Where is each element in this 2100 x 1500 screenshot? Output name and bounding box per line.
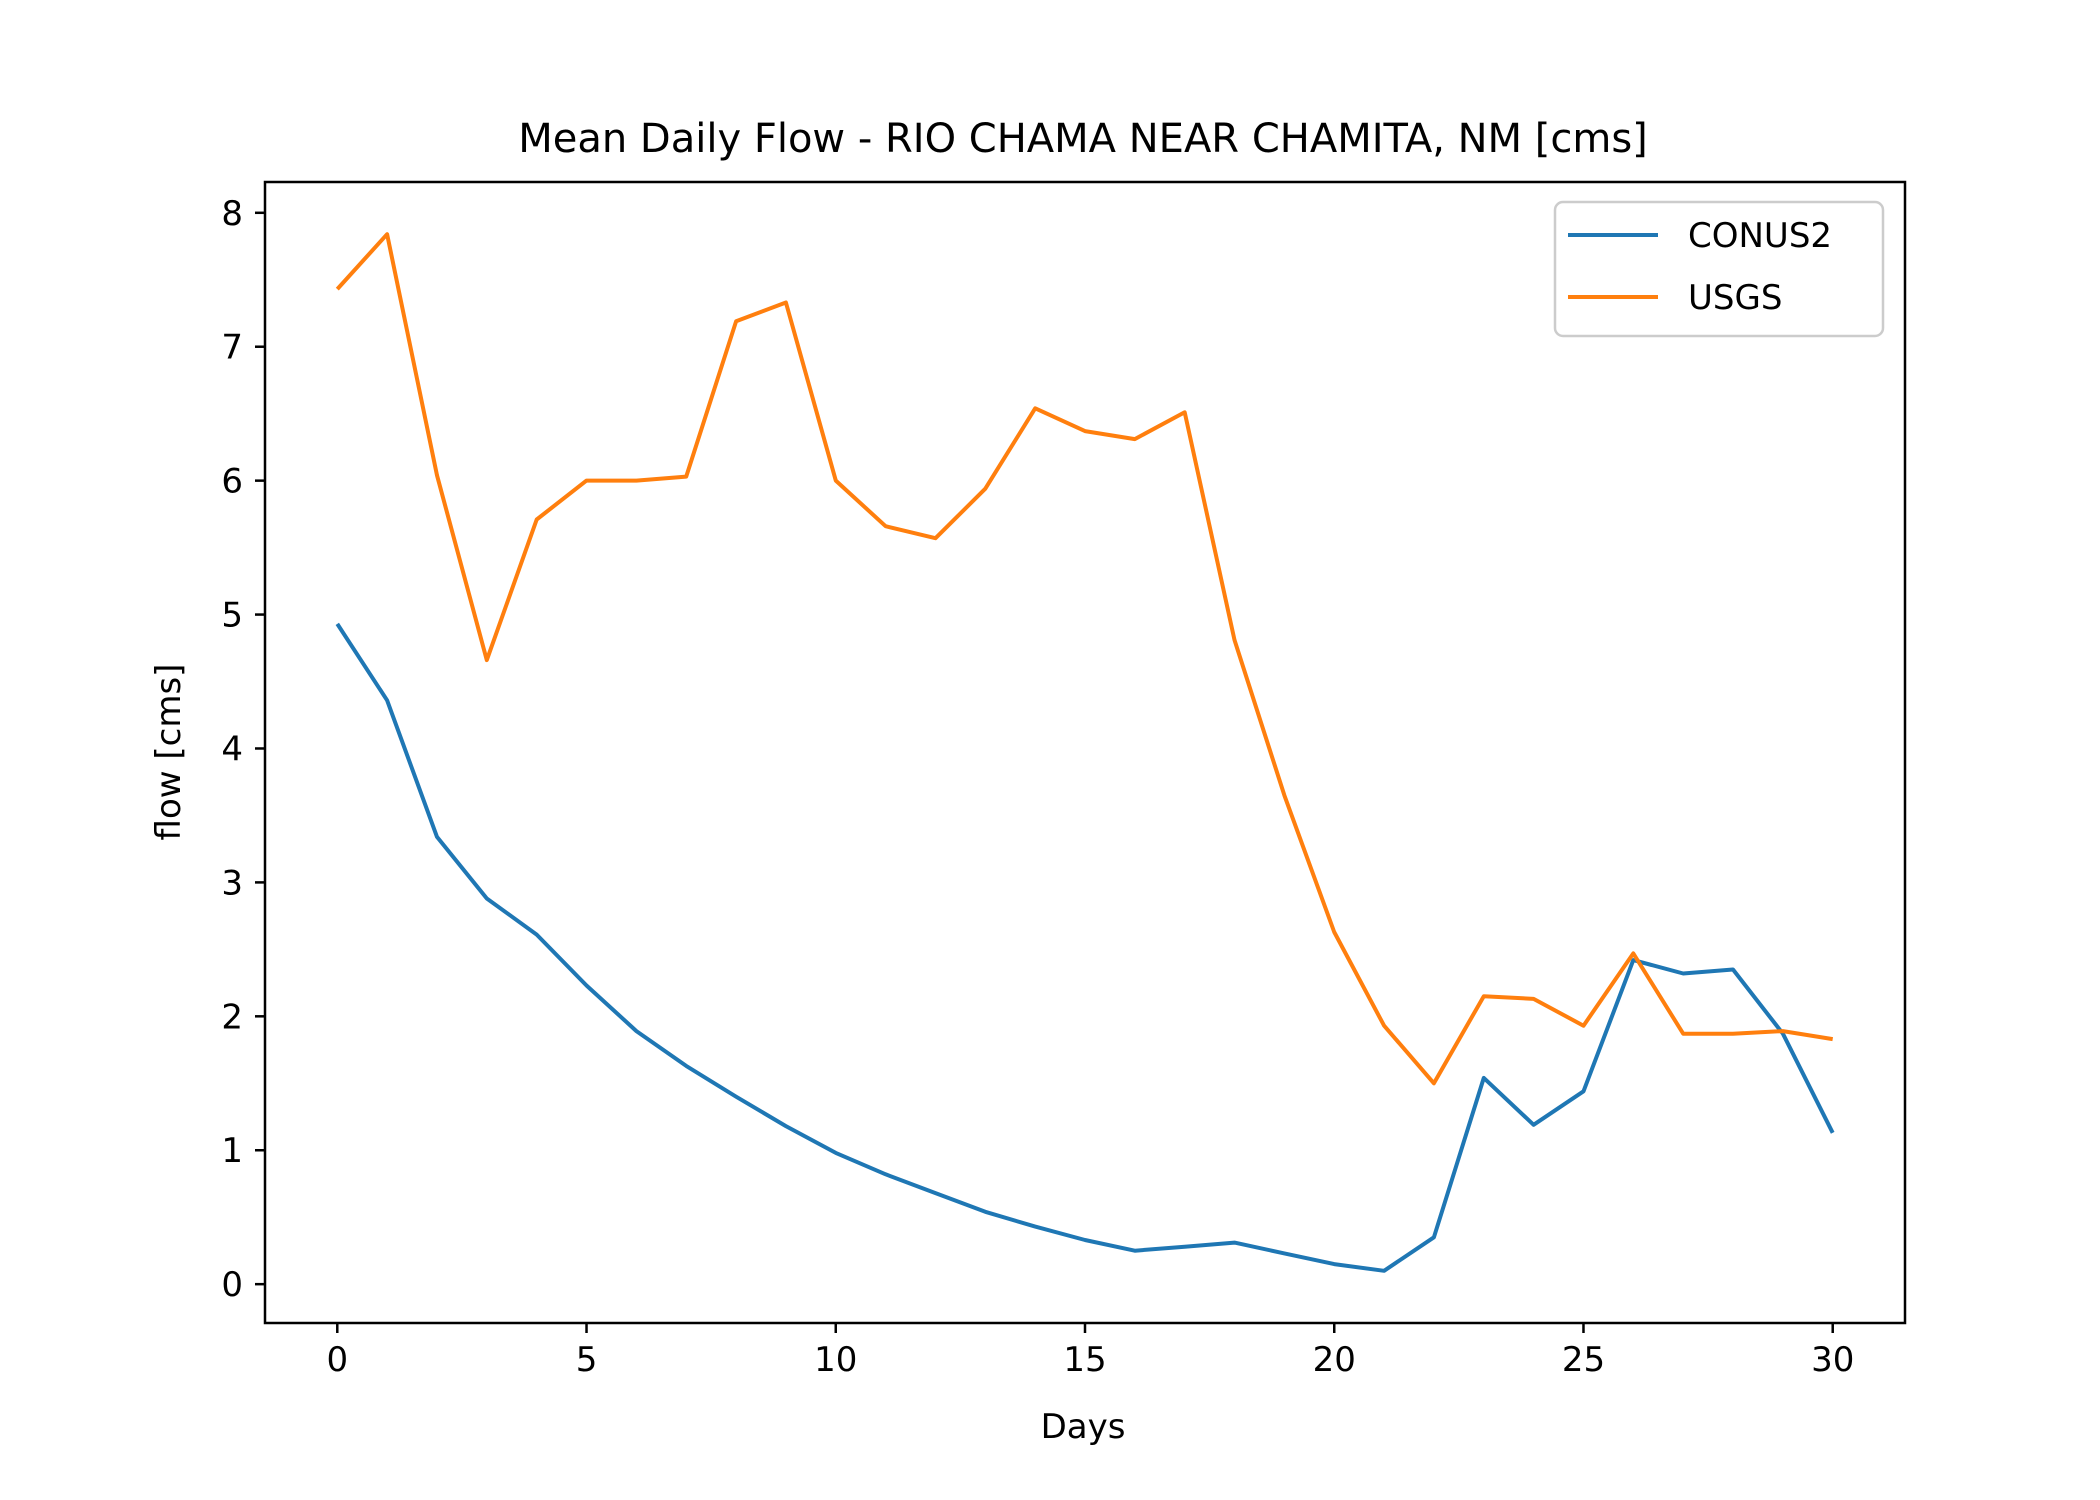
x-tick-label: 10	[814, 1340, 857, 1380]
x-axis: 0 5 10 15 20 25 30	[326, 1323, 1854, 1380]
y-tick-label: 1	[221, 1131, 243, 1171]
plot-frame	[263, 180, 1907, 1325]
x-tick-label: 5	[576, 1340, 598, 1380]
y-tick-label: 4	[221, 729, 243, 769]
plot-lines	[335, 232, 1835, 1273]
x-tick-label: 15	[1063, 1340, 1106, 1380]
y-tick-label: 7	[221, 328, 243, 368]
x-tick-label: 20	[1313, 1340, 1356, 1380]
y-tick-label: 6	[221, 462, 243, 502]
legend-label-usgs: USGS	[1688, 278, 1782, 318]
x-tick-label: 30	[1811, 1340, 1854, 1380]
y-tick-label: 2	[221, 997, 243, 1037]
y-tick-label: 8	[221, 194, 243, 234]
x-tick-label: 25	[1562, 1340, 1605, 1380]
series-line-usgs	[335, 232, 1834, 1086]
y-axis: 0 1 2 3 4 5 6 7 8	[221, 194, 265, 1305]
x-axis-label: Days	[1041, 1407, 1126, 1447]
legend-label-conus2: CONUS2	[1688, 216, 1832, 256]
y-tick-label: 3	[221, 863, 243, 903]
x-tick-label: 0	[326, 1340, 348, 1380]
y-tick-label: 0	[221, 1265, 243, 1305]
y-tick-label: 5	[221, 596, 243, 636]
y-axis-label: flow [cms]	[149, 664, 189, 841]
chart-title: Mean Daily Flow - RIO CHAMA NEAR CHAMITA…	[518, 116, 1648, 162]
legend: CONUS2 USGS	[1553, 200, 1885, 338]
series-line-conus2	[335, 622, 1835, 1273]
